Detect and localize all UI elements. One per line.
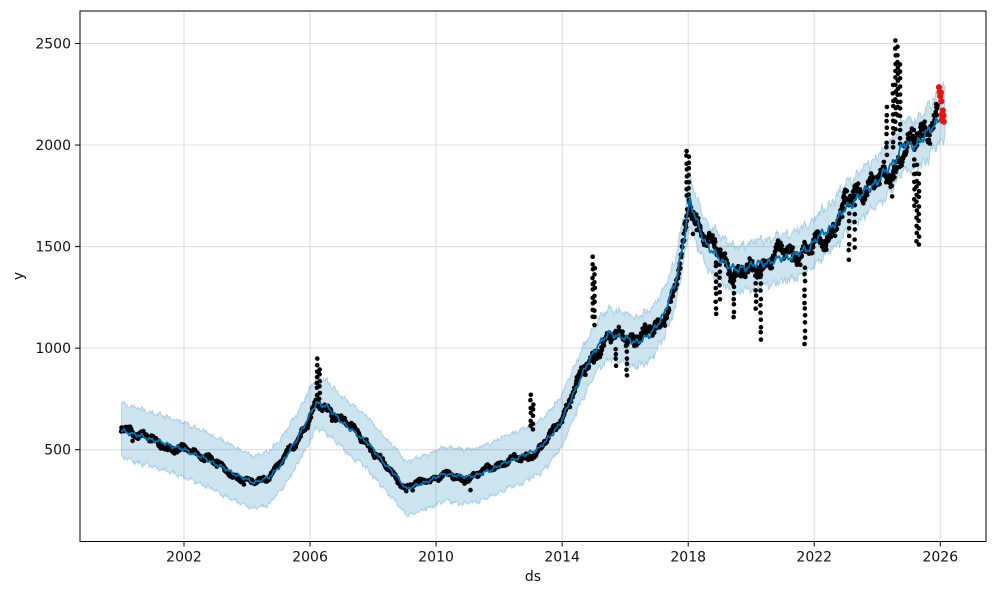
observed-scatter: [118, 38, 940, 494]
x-tick-label: 2014: [544, 550, 580, 566]
tick-marks: [75, 42, 941, 547]
x-tick-label: 2010: [418, 550, 454, 566]
x-tick-label: 2018: [670, 550, 706, 566]
recent-scatter: [935, 84, 947, 125]
forecast-line: [120, 109, 946, 490]
x-tick-label: 2002: [166, 550, 202, 566]
y-tick-label: 500: [44, 443, 71, 459]
x-axis-label: ds: [524, 569, 542, 585]
tick-labels: 2002 2006 2010 2014 2018 2022 2026 500 1000 1500 2…: [35, 36, 958, 565]
x-tick-label: 2006: [292, 550, 328, 566]
y-tick-label: 2000: [35, 138, 71, 154]
x-tick-label: 2022: [796, 550, 832, 566]
y-tick-label: 1000: [35, 341, 71, 357]
y-axis-label: y: [11, 271, 27, 281]
x-tick-label: 2026: [922, 550, 958, 566]
y-tick-label: 1500: [35, 240, 71, 256]
plot-spines: [79, 10, 987, 542]
y-tick-label: 2500: [35, 36, 71, 52]
gridlines: [80, 11, 986, 542]
